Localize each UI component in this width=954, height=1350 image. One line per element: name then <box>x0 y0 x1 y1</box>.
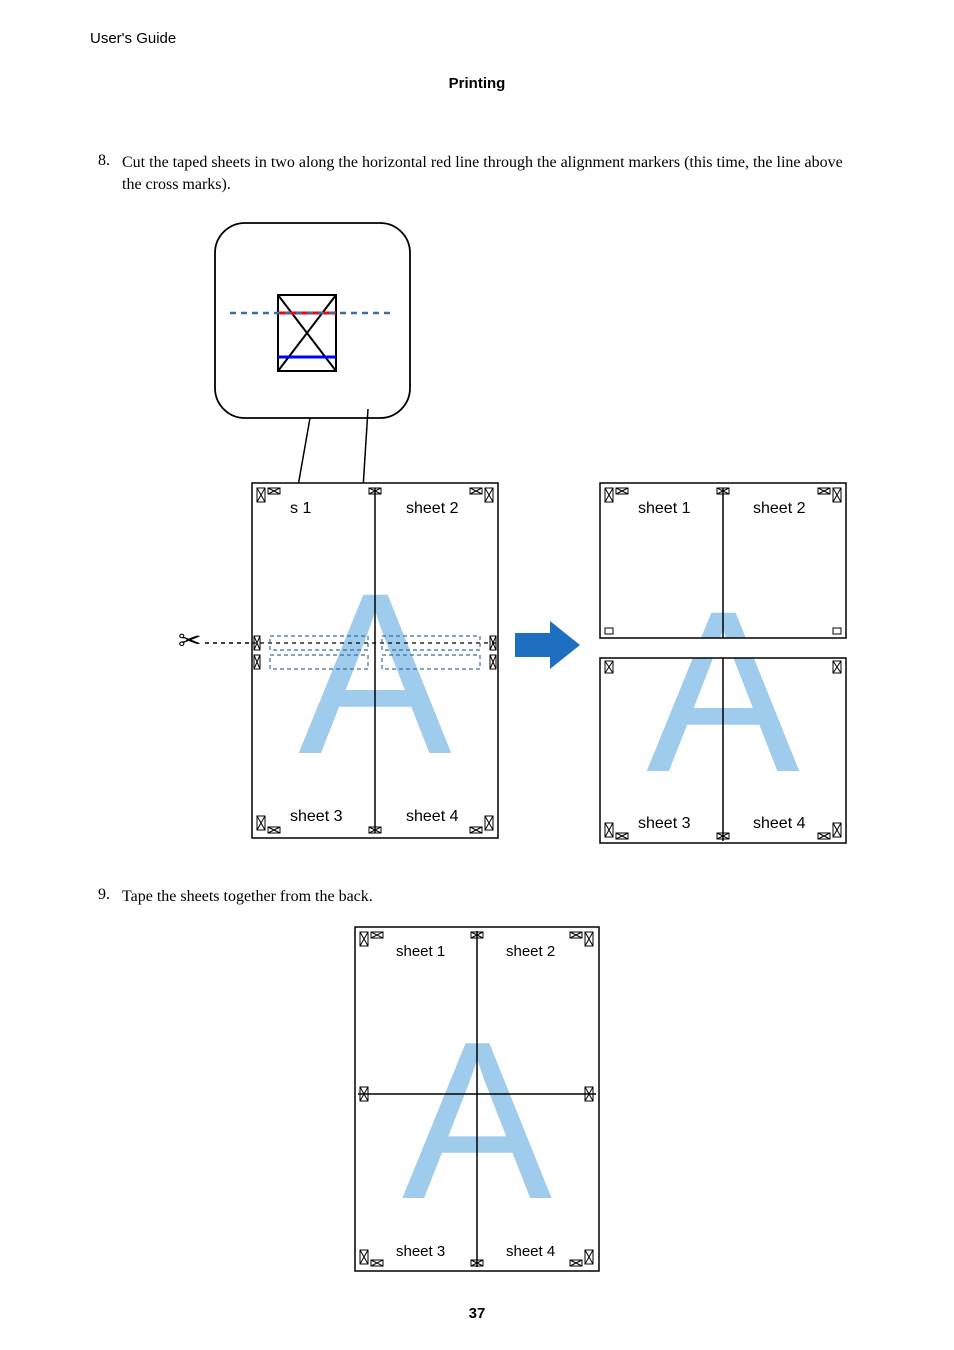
figure-cut-sheets: ✂ A <box>150 213 864 858</box>
scissors-icon: ✂ <box>178 625 201 656</box>
label-sheet3-final: sheet 3 <box>396 1243 445 1260</box>
label-sheet2-final: sheet 2 <box>506 943 555 960</box>
label-sheet4-right: sheet 4 <box>753 815 806 832</box>
step-9-text: Tape the sheets together from the back. <box>122 886 373 908</box>
header-center: Printing <box>90 75 864 92</box>
label-sheet2-right: sheet 2 <box>753 500 806 517</box>
label-sheet3-left: sheet 3 <box>290 808 343 825</box>
right-composite: A A <box>600 483 846 843</box>
label-sheet1-right: sheet 1 <box>638 500 691 517</box>
step-9: 9. Tape the sheets together from the bac… <box>90 886 864 908</box>
label-sheet1-left: s 1 <box>290 500 311 517</box>
page-number: 37 <box>0 1305 954 1322</box>
figure-taped-sheets: A <box>354 926 600 1279</box>
step-8-text: Cut the taped sheets in two along the ho… <box>122 152 864 195</box>
label-sheet4-left: sheet 4 <box>406 808 459 825</box>
step-8: 8. Cut the taped sheets in two along the… <box>90 152 864 195</box>
label-sheet1-final: sheet 1 <box>396 943 445 960</box>
label-sheet3-right: sheet 3 <box>638 815 691 832</box>
arrow-icon <box>515 621 580 669</box>
label-sheet2-left: sheet 2 <box>406 500 459 517</box>
step-9-number: 9. <box>90 886 110 904</box>
step-8-number: 8. <box>90 152 110 170</box>
left-composite: A <box>252 483 498 838</box>
header-left: User's Guide <box>90 30 176 47</box>
label-sheet4-final: sheet 4 <box>506 1243 555 1260</box>
